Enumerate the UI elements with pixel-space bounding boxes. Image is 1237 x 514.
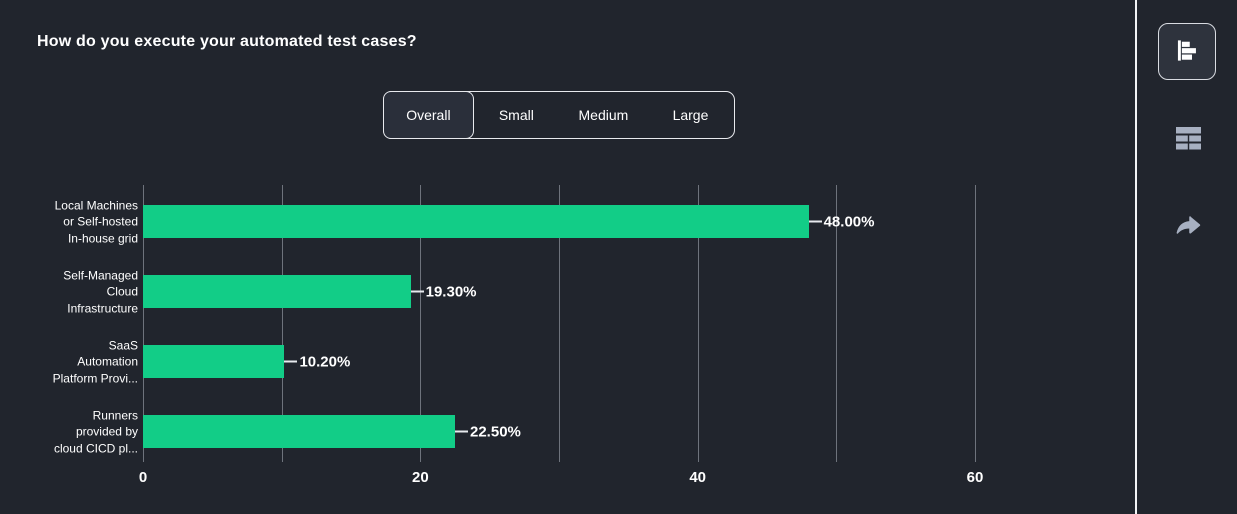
page-title: How do you execute your automated test c…: [37, 33, 417, 50]
bar-value-text: 22.50%: [470, 423, 521, 440]
x-tick-label: 0: [138, 469, 148, 486]
bar-value-label: 22.50%: [455, 423, 521, 440]
label-connector-line: [410, 290, 424, 293]
gridline: [975, 185, 976, 462]
gridline: [281, 185, 283, 462]
share-arrow-icon: [1173, 211, 1203, 244]
x-tick-label: 20: [411, 469, 429, 486]
label-connector-line: [455, 430, 468, 433]
bar-value-text: 19.30%: [425, 283, 477, 300]
horizontal-bar-chart-icon: [1174, 37, 1201, 67]
category-label: Self-Managed Cloud Infrastructure: [63, 267, 138, 315]
bar-value-label: 19.30%: [410, 283, 477, 300]
share-button[interactable]: [1166, 205, 1210, 249]
bar-value-text: 48.00%: [823, 213, 875, 230]
x-tick-label: 60: [966, 469, 984, 486]
table-icon: [1175, 126, 1202, 154]
category-label: Local Machines or Self-hosted In-house gri…: [54, 197, 138, 245]
x-tick-label: 40: [689, 469, 706, 486]
gridline: [697, 185, 699, 462]
sidebar: [1135, 0, 1237, 514]
bar[interactable]: [143, 345, 285, 378]
tab-overall[interactable]: Overall: [383, 91, 474, 139]
bar[interactable]: [143, 275, 411, 308]
gridline: [143, 185, 144, 462]
tab-medium[interactable]: Medium: [560, 92, 647, 138]
bar-value-label: 48.00%: [808, 213, 875, 230]
table-view-button[interactable]: [1166, 118, 1210, 162]
category-label: Runners provided by cloud CICD pl...: [53, 407, 138, 455]
bar-chart-view-button[interactable]: [1158, 23, 1216, 80]
gridline: [836, 185, 838, 462]
bar-value-text: 10.20%: [299, 353, 351, 370]
chart-panel: How do you execute your automated test c…: [37, 33, 983, 486]
bar[interactable]: [143, 415, 455, 448]
size-filter-tab-group: Overall Small Medium Large: [383, 91, 735, 139]
gridline: [420, 185, 422, 462]
label-connector-line: [284, 360, 298, 363]
gridline: [559, 185, 560, 462]
plot-area: 0 20 40 60 48.00% Local Machines or Self-hoste…: [53, 185, 983, 486]
bar[interactable]: [143, 205, 809, 238]
tab-small[interactable]: Small: [473, 92, 560, 138]
label-connector-line: [808, 220, 822, 223]
category-label: SaaS Automation Platform Provi...: [52, 337, 138, 385]
bar-value-label: 10.20%: [284, 353, 350, 370]
tab-large[interactable]: Large: [647, 92, 734, 138]
